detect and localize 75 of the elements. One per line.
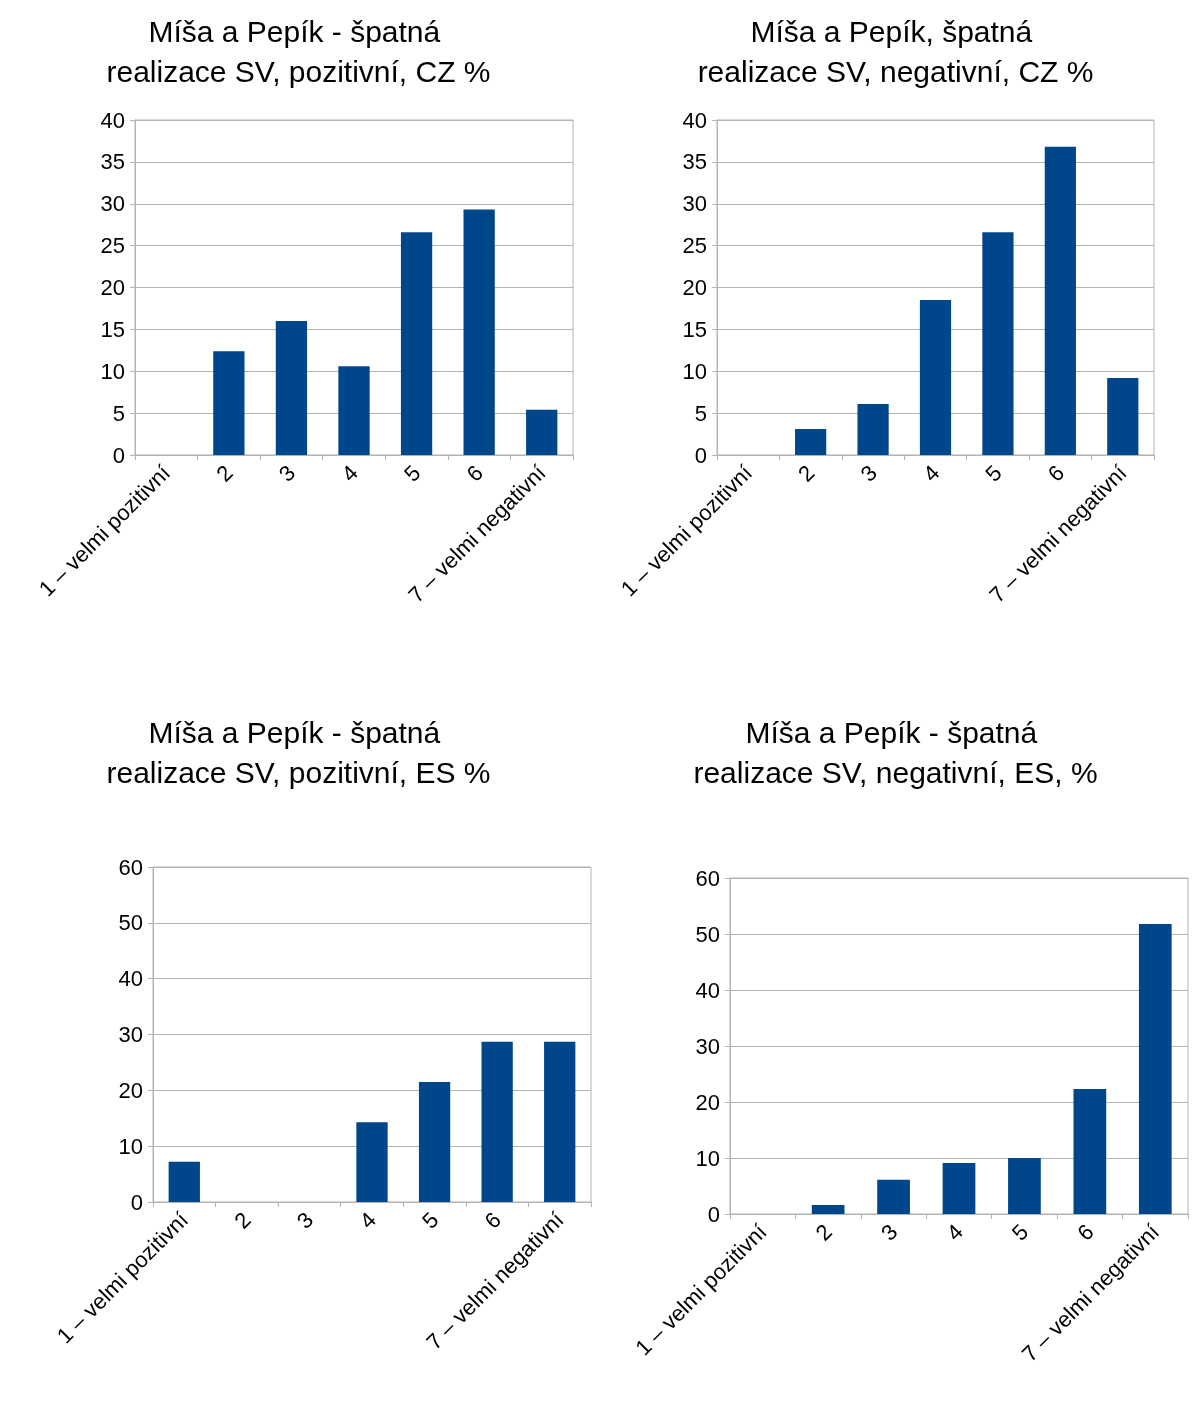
x-tick-label: 4: [918, 460, 945, 487]
y-tick-label: 60: [118, 854, 143, 880]
x-tick-label: 3: [876, 1219, 903, 1246]
bar: [795, 429, 827, 455]
y-tick-label: 50: [118, 910, 143, 936]
y-tick-label: 0: [130, 1189, 143, 1215]
bar: [857, 403, 889, 455]
bar: [338, 366, 370, 455]
bar: [526, 409, 558, 455]
bar: [1107, 377, 1139, 455]
y-tick-label: 30: [118, 1022, 143, 1047]
y-tick-label: 60: [695, 865, 720, 891]
chart-title: Míša a Pepík - špatná realizace SV, pozitivní, CZ %: [106, 14, 491, 88]
x-tick-label: 2: [793, 460, 820, 487]
y-tick-label: 0: [694, 442, 707, 468]
x-tick-label: 5: [1006, 1219, 1034, 1246]
y-tick-label: 0: [707, 1201, 720, 1227]
y-tick-label: 25: [682, 233, 707, 259]
x-tick-label: 5: [980, 460, 1007, 487]
y-tick-label: 15: [682, 316, 707, 342]
y-tick-label: 40: [695, 977, 720, 1003]
y-tick-label: 10: [118, 1133, 143, 1159]
y-tick-label: 35: [682, 149, 707, 175]
y-tick-label: 30: [682, 191, 707, 217]
y-tick-label: 30: [100, 191, 125, 217]
bar: [982, 232, 1014, 455]
bar: [356, 1122, 388, 1202]
y-tick-label: 40: [682, 107, 707, 133]
y-tick-label: 25: [100, 233, 125, 259]
y-tick-label: 15: [100, 316, 125, 342]
x-tick-label: 5: [417, 1207, 444, 1234]
chart-title: Míša a Pepík - špatná realizace SV, pozitivní, ES %: [106, 715, 491, 789]
x-tick-label: 3: [291, 1207, 319, 1234]
y-tick-label: 10: [100, 358, 125, 384]
bar: [168, 1161, 200, 1202]
y-tick-label: 20: [118, 1077, 143, 1103]
bar: [213, 351, 245, 455]
bar: [1008, 1158, 1041, 1214]
y-tick-label: 5: [112, 400, 125, 426]
x-tick-label: 4: [941, 1219, 968, 1246]
y-tick-label: 5: [694, 400, 707, 426]
bar: [400, 232, 433, 455]
chart-title: Míša a Pepík, špatná realizace SV, negativní, CZ %: [697, 14, 1094, 88]
bar: [1044, 146, 1076, 455]
x-tick-label: 5: [399, 460, 426, 487]
bar: [1073, 1089, 1107, 1214]
bar: [1138, 923, 1172, 1214]
y-tick-label: 0: [112, 442, 125, 468]
y-tick-label: 30: [695, 1033, 720, 1059]
x-tick-label: 4: [354, 1207, 381, 1234]
y-tick-label: 50: [695, 921, 720, 947]
y-tick-label: 20: [100, 275, 125, 300]
y-tick-label: 10: [682, 358, 707, 384]
x-tick-label: 2: [211, 460, 238, 487]
bar: [544, 1041, 576, 1202]
bar: [481, 1041, 513, 1202]
y-tick-label: 20: [682, 275, 707, 300]
x-tick-label: 4: [336, 460, 363, 487]
x-tick-label: 3: [273, 460, 301, 487]
bar: [942, 1163, 976, 1214]
y-tick-label: 35: [100, 149, 125, 175]
bar: [463, 209, 495, 455]
x-tick-label: 2: [229, 1207, 256, 1234]
bar: [418, 1081, 451, 1202]
chart-title: Míša a Pepík - špatná realizace SV, negativní, ES, %: [693, 715, 1098, 789]
y-tick-label: 20: [695, 1089, 720, 1115]
y-tick-label: 40: [100, 107, 125, 133]
y-tick-label: 40: [118, 966, 143, 992]
bar: [919, 300, 952, 455]
bar: [877, 1179, 910, 1214]
bar: [275, 321, 308, 455]
x-tick-label: 2: [810, 1219, 837, 1246]
x-tick-label: 3: [855, 460, 882, 487]
bar: [811, 1205, 845, 1214]
y-tick-label: 10: [695, 1145, 720, 1171]
